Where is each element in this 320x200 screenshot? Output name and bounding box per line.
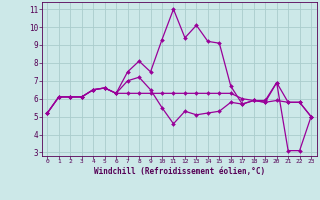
X-axis label: Windchill (Refroidissement éolien,°C): Windchill (Refroidissement éolien,°C)	[94, 167, 265, 176]
